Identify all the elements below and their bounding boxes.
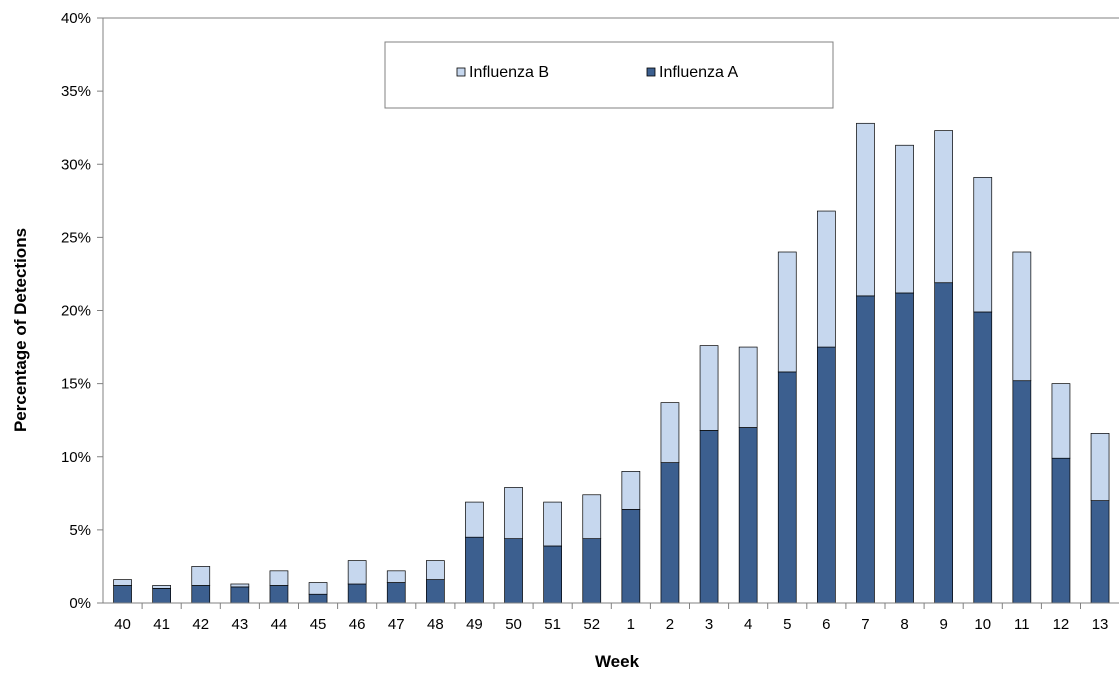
x-tick-label: 3 [705, 616, 713, 633]
x-tick-label: 10 [974, 616, 991, 633]
x-tick-label: 6 [822, 616, 830, 633]
y-axis-ticks: 0% 5% 10% 15% 20% 25% 30% 35% 40% [61, 10, 103, 612]
bar-influenza-a-week-8 [895, 292, 914, 604]
legend-label-influenza-b: Influenza B [469, 64, 549, 81]
x-tick-label: 5 [783, 616, 791, 633]
bar-influenza-b-week-48 [426, 560, 445, 580]
bar-influenza-b-week-44 [269, 570, 289, 586]
x-tick-label: 40 [114, 616, 131, 633]
bar-influenza-a-week-3 [699, 430, 719, 604]
x-tick-label: 45 [310, 616, 327, 633]
x-tick-label: 8 [900, 616, 908, 633]
bar-influenza-a-week-50 [504, 538, 523, 604]
x-tick-label: 2 [666, 616, 674, 633]
x-tick-label: 46 [349, 616, 366, 633]
bar-influenza-b-week-4 [738, 346, 758, 428]
bar-influenza-b-week-52 [582, 494, 602, 539]
bar-influenza-b-week-13 [1090, 433, 1110, 501]
bar-influenza-b-week-42 [191, 566, 211, 586]
x-axis-ticks: 40 41 42 43 44 45 46 47 48 49 50 51 52 1 2 3 4 5 6 7 8 9 10 11 1… [114, 603, 1108, 633]
bar-influenza-a-week-4 [738, 427, 758, 604]
x-axis-title: Week [595, 652, 640, 671]
bar-influenza-a-week-45 [308, 593, 328, 604]
bar-influenza-a-week-44 [269, 585, 289, 604]
bar-influenza-a-week-11 [1012, 380, 1032, 604]
y-axis-title: Percentage of Detections [11, 228, 30, 432]
x-tick-label: 4 [744, 616, 752, 633]
x-tick-label: 11 [1014, 616, 1030, 633]
bars [113, 122, 1110, 604]
y-tick-label: 20% [61, 303, 91, 320]
bar-influenza-b-week-41 [152, 585, 171, 589]
x-tick-label: 13 [1092, 616, 1109, 633]
x-tick-label: 9 [939, 616, 947, 633]
bar-influenza-a-week-49 [465, 536, 484, 604]
legend-swatch-influenza-b [456, 67, 466, 77]
bar-influenza-b-week-45 [308, 582, 328, 595]
x-tick-label: 42 [192, 616, 209, 633]
x-tick-label: 48 [427, 616, 444, 633]
bar-influenza-b-week-40 [113, 579, 132, 586]
bar-influenza-a-week-46 [347, 583, 367, 604]
x-tick-label: 41 [153, 616, 170, 633]
y-tick-label: 30% [61, 156, 91, 173]
bar-influenza-b-week-47 [386, 570, 406, 583]
bar-influenza-b-week-49 [465, 501, 484, 538]
bar-influenza-b-week-8 [895, 144, 914, 294]
x-tick-label: 43 [232, 616, 249, 633]
bar-influenza-a-week-13 [1090, 500, 1110, 604]
bar-influenza-a-week-43 [230, 586, 250, 604]
x-tick-label: 47 [388, 616, 405, 633]
bar-influenza-b-week-7 [856, 122, 875, 297]
bar-influenza-a-week-10 [973, 311, 993, 604]
bar-influenza-b-week-2 [660, 402, 680, 463]
bar-influenza-b-week-6 [816, 210, 836, 348]
bar-influenza-a-week-1 [621, 509, 641, 604]
bar-influenza-a-week-6 [816, 346, 836, 604]
x-tick-label: 50 [505, 616, 522, 633]
legend-box [384, 41, 834, 109]
bar-influenza-a-week-40 [113, 585, 132, 604]
bar-influenza-b-week-9 [934, 130, 954, 284]
bar-influenza-a-week-9 [934, 282, 954, 604]
y-tick-label: 35% [61, 83, 91, 100]
bar-influenza-a-week-7 [856, 295, 875, 604]
bar-influenza-a-week-51 [543, 545, 563, 604]
x-tick-label: 7 [861, 616, 869, 633]
bar-influenza-b-week-12 [1051, 383, 1071, 459]
bar-influenza-b-week-43 [230, 583, 250, 588]
bar-influenza-a-week-52 [582, 538, 602, 604]
bar-influenza-a-week-42 [191, 585, 211, 604]
bar-influenza-a-week-47 [386, 582, 406, 604]
bar-influenza-b-week-46 [347, 560, 367, 585]
x-tick-label: 1 [627, 616, 635, 633]
bar-influenza-b-week-1 [621, 471, 641, 510]
bar-influenza-a-week-5 [777, 371, 797, 604]
y-tick-label: 40% [61, 10, 91, 27]
x-tick-label: 49 [466, 616, 483, 633]
bar-influenza-b-week-11 [1012, 251, 1032, 382]
x-tick-label: 12 [1053, 616, 1070, 633]
x-tick-label: 44 [271, 616, 288, 633]
bar-influenza-b-week-51 [543, 501, 563, 547]
legend: Influenza B Influenza A [384, 41, 834, 109]
legend-swatch-influenza-a [646, 67, 656, 77]
legend-label-influenza-a: Influenza A [659, 64, 739, 81]
bar-influenza-b-week-10 [973, 177, 993, 313]
y-tick-label: 25% [61, 229, 91, 246]
bar-influenza-b-week-3 [699, 345, 719, 431]
bar-influenza-a-week-48 [426, 579, 445, 604]
y-tick-label: 10% [61, 449, 91, 466]
x-tick-label: 52 [583, 616, 600, 633]
x-tick-label: 51 [544, 616, 561, 633]
y-tick-label: 5% [69, 522, 91, 539]
bar-influenza-a-week-2 [660, 462, 680, 604]
bar-influenza-a-week-12 [1051, 457, 1071, 604]
bar-influenza-b-week-50 [504, 487, 523, 539]
bar-influenza-b-week-5 [777, 251, 797, 373]
bar-influenza-a-week-41 [152, 588, 171, 604]
y-tick-label: 0% [69, 595, 91, 612]
y-tick-label: 15% [61, 376, 91, 393]
